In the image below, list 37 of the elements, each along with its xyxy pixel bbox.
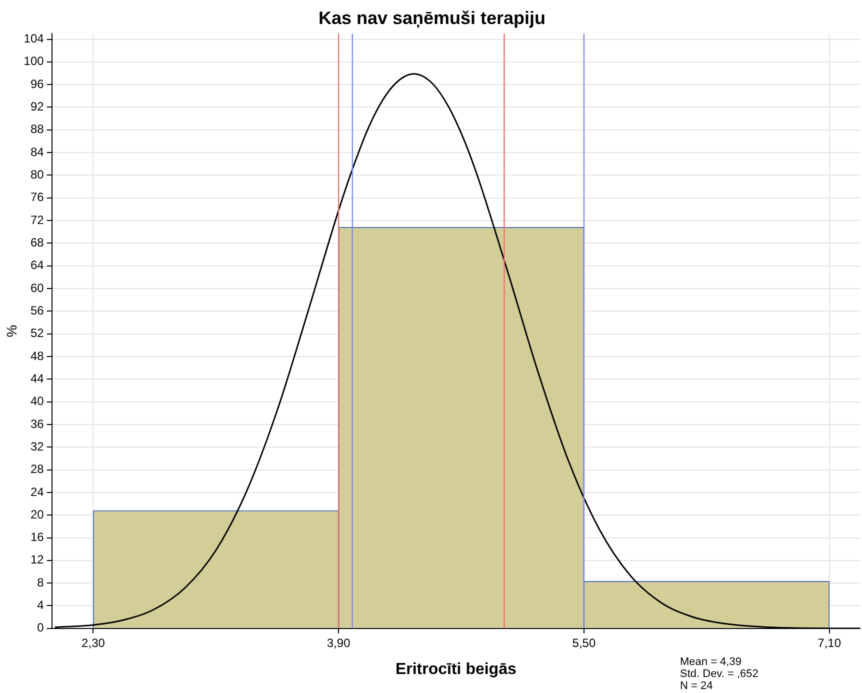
chart-title: Kas nav saņēmuši terapiju xyxy=(318,8,546,28)
y-tick-label: 92 xyxy=(30,100,44,114)
y-tick-label: 80 xyxy=(30,168,44,182)
y-tick-label: 40 xyxy=(30,394,44,408)
text: Mean = 4,39 xyxy=(680,656,742,668)
text: Std. Dev. = ,652 xyxy=(680,668,758,680)
y-tick-label: 36 xyxy=(30,416,44,431)
y-tick-label: 48 xyxy=(30,348,44,363)
y-tick-label: 56 xyxy=(30,303,44,318)
x-tick-label: 3,90 xyxy=(326,636,351,650)
y-tick-label: 12 xyxy=(30,552,44,567)
y-tick-label: 8 xyxy=(37,575,44,590)
y-tick-label: 76 xyxy=(30,190,44,204)
x-tick-label: 2,30 xyxy=(82,636,106,650)
y-tick-label: 28 xyxy=(30,462,44,476)
x-tick-label: 5,50 xyxy=(572,636,596,650)
y-tick-label: 104 xyxy=(24,32,44,46)
y-tick-label: 20 xyxy=(30,507,44,522)
y-tick-label: 72 xyxy=(30,212,44,227)
y-axis-title: % xyxy=(3,324,20,338)
y-tick-label: 32 xyxy=(30,439,44,454)
y-tick-label: 44 xyxy=(30,371,44,386)
y-tick-label: 68 xyxy=(30,236,44,250)
y-tick-label: 24 xyxy=(30,484,44,499)
x-axis-title: Eritrocīti beigās xyxy=(395,660,516,678)
y-tick-label: 84 xyxy=(30,144,44,159)
text: N = 24 xyxy=(680,680,714,692)
y-tick-label: 52 xyxy=(30,326,44,340)
y-tick-label: 0 xyxy=(37,620,44,635)
x-tick-label: 7,10 xyxy=(818,636,842,650)
y-tick-label: 100 xyxy=(24,54,44,68)
y-tick-label: 60 xyxy=(30,280,44,295)
y-tick-label: 4 xyxy=(37,598,44,612)
y-tick-label: 88 xyxy=(30,122,44,136)
y-tick-label: 64 xyxy=(30,258,44,272)
y-tick-label: 16 xyxy=(30,530,44,544)
y-tick-label: 96 xyxy=(30,76,44,91)
